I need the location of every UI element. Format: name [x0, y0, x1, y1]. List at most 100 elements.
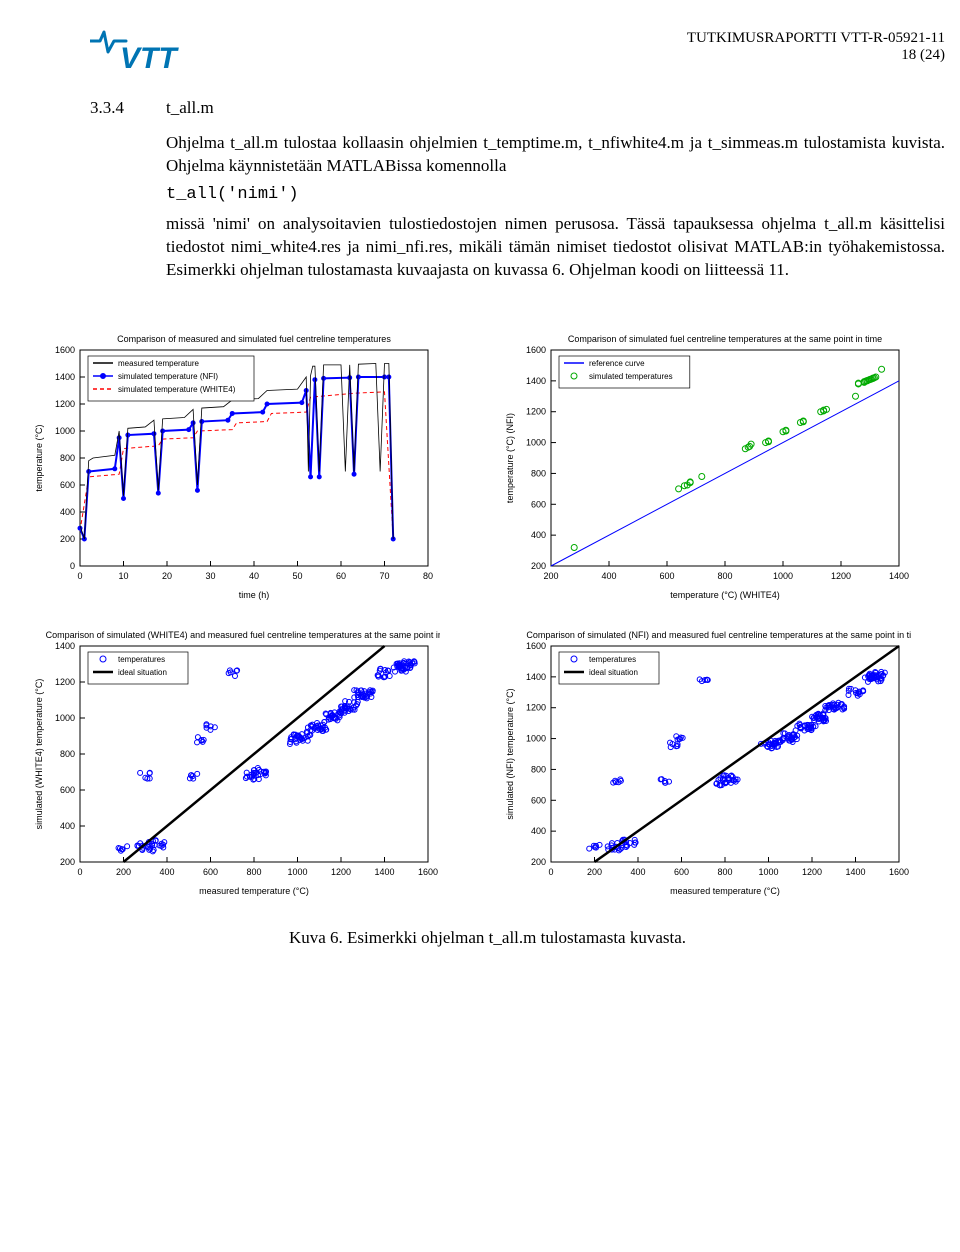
- svg-text:400: 400: [530, 530, 545, 540]
- paragraph-1: Ohjelma t_all.m tulostaa kollaasin ohjel…: [166, 132, 945, 178]
- svg-text:60: 60: [336, 571, 346, 581]
- svg-text:200: 200: [116, 867, 131, 877]
- svg-text:400: 400: [630, 867, 645, 877]
- svg-text:600: 600: [530, 795, 545, 805]
- svg-text:800: 800: [717, 571, 732, 581]
- svg-text:400: 400: [60, 507, 75, 517]
- svg-text:1600: 1600: [525, 641, 545, 651]
- svg-text:1200: 1200: [830, 571, 850, 581]
- svg-text:200: 200: [60, 857, 75, 867]
- svg-text:0: 0: [548, 867, 553, 877]
- svg-text:800: 800: [717, 867, 732, 877]
- section-heading: 3.3.4t_all.m: [90, 98, 945, 118]
- svg-text:600: 600: [60, 480, 75, 490]
- svg-text:1000: 1000: [772, 571, 792, 581]
- svg-text:800: 800: [530, 764, 545, 774]
- svg-text:1400: 1400: [845, 867, 865, 877]
- svg-text:1400: 1400: [525, 375, 545, 385]
- svg-text:200: 200: [530, 857, 545, 867]
- svg-text:Comparison of simulated (NFI): Comparison of simulated (NFI) and measur…: [526, 630, 911, 640]
- svg-text:Comparison of simulated fuel c: Comparison of simulated fuel centreline …: [567, 334, 881, 344]
- chart-2: 200 400 600 800 1000 1200 1400 200 400 600 800 1000…: [501, 332, 946, 602]
- svg-text:1600: 1600: [525, 345, 545, 355]
- svg-text:1000: 1000: [525, 437, 545, 447]
- svg-text:1400: 1400: [55, 372, 75, 382]
- svg-text:1000: 1000: [55, 426, 75, 436]
- svg-text:time (h): time (h): [239, 590, 270, 600]
- svg-text:0: 0: [77, 571, 82, 581]
- svg-text:50: 50: [292, 571, 302, 581]
- svg-text:Comparison of simulated (WHITE: Comparison of simulated (WHITE4) and mea…: [46, 630, 440, 640]
- svg-text:20: 20: [162, 571, 172, 581]
- svg-text:1200: 1200: [525, 702, 545, 712]
- svg-text:1200: 1200: [525, 406, 545, 416]
- svg-text:600: 600: [673, 867, 688, 877]
- code-line: t_all('nimi'): [166, 184, 945, 207]
- svg-text:1000: 1000: [758, 867, 778, 877]
- svg-text:measured temperature (°C): measured temperature (°C): [670, 886, 780, 896]
- svg-text:Comparison of measured and sim: Comparison of measured and simulated fue…: [117, 334, 391, 344]
- svg-text:800: 800: [246, 867, 261, 877]
- svg-text:ideal situation: ideal situation: [118, 668, 167, 677]
- paragraph-2: missä 'nimi' on analysoitavien tulostied…: [166, 213, 945, 282]
- svg-text:simulated (NFI) temperature (°: simulated (NFI) temperature (°C): [505, 688, 515, 819]
- svg-text:400: 400: [601, 571, 616, 581]
- svg-text:1400: 1400: [374, 867, 394, 877]
- svg-text:1600: 1600: [888, 867, 908, 877]
- svg-text:600: 600: [60, 785, 75, 795]
- svg-text:1400: 1400: [888, 571, 908, 581]
- section-title: t_all.m: [166, 98, 214, 117]
- svg-text:reference curve: reference curve: [589, 359, 645, 368]
- section-number: 3.3.4: [90, 98, 166, 118]
- svg-text:1200: 1200: [331, 867, 351, 877]
- svg-text:600: 600: [530, 499, 545, 509]
- svg-text:200: 200: [60, 534, 75, 544]
- svg-text:1600: 1600: [55, 345, 75, 355]
- page-header: VTT TUTKIMUSRAPORTTI VTT-R-05921-11 18 (…: [90, 30, 945, 70]
- svg-text:1200: 1200: [55, 677, 75, 687]
- svg-text:1200: 1200: [801, 867, 821, 877]
- svg-text:70: 70: [379, 571, 389, 581]
- svg-text:temperature (°C) (NFI): temperature (°C) (NFI): [505, 413, 515, 503]
- svg-text:1000: 1000: [55, 713, 75, 723]
- svg-text:1400: 1400: [55, 641, 75, 651]
- svg-text:30: 30: [205, 571, 215, 581]
- chart-4: 0200400600800100012001400160020040060080…: [501, 628, 946, 898]
- chart-1: 0102030405060708002004006008001000120014…: [30, 332, 475, 602]
- svg-text:1000: 1000: [525, 733, 545, 743]
- svg-text:simulated temperature (NFI): simulated temperature (NFI): [118, 372, 218, 381]
- svg-text:80: 80: [423, 571, 433, 581]
- svg-text:800: 800: [530, 468, 545, 478]
- svg-text:VTT: VTT: [120, 42, 179, 74]
- svg-text:0: 0: [70, 561, 75, 571]
- page-number: 18 (24): [687, 47, 945, 64]
- svg-text:200: 200: [586, 867, 601, 877]
- svg-text:1400: 1400: [525, 671, 545, 681]
- svg-text:simulated (WHITE4) temperature: simulated (WHITE4) temperature (°C): [34, 678, 44, 829]
- svg-text:0: 0: [77, 867, 82, 877]
- chart-3: 0200400600800100012001400160020040060080…: [30, 628, 475, 898]
- svg-text:temperature (°C): temperature (°C): [34, 424, 44, 491]
- svg-text:600: 600: [203, 867, 218, 877]
- svg-text:400: 400: [530, 826, 545, 836]
- svg-text:measured temperature (°C): measured temperature (°C): [199, 886, 309, 896]
- svg-text:measured temperature: measured temperature: [118, 359, 199, 368]
- svg-text:temperatures: temperatures: [118, 655, 165, 664]
- svg-text:simulated temperatures: simulated temperatures: [589, 372, 673, 381]
- svg-text:400: 400: [159, 867, 174, 877]
- svg-text:simulated temperature (WHITE4): simulated temperature (WHITE4): [118, 385, 236, 394]
- svg-text:temperature (°C) (WHITE4): temperature (°C) (WHITE4): [670, 590, 780, 600]
- figure-grid: 0102030405060708002004006008001000120014…: [30, 332, 945, 898]
- svg-text:400: 400: [60, 821, 75, 831]
- svg-text:200: 200: [543, 571, 558, 581]
- vtt-logo: VTT: [90, 30, 200, 70]
- svg-text:600: 600: [659, 571, 674, 581]
- svg-text:800: 800: [60, 453, 75, 463]
- svg-text:800: 800: [60, 749, 75, 759]
- figure-caption: Kuva 6. Esimerkki ohjelman t_all.m tulos…: [30, 928, 945, 948]
- svg-text:200: 200: [530, 561, 545, 571]
- svg-text:1200: 1200: [55, 399, 75, 409]
- svg-text:1600: 1600: [418, 867, 438, 877]
- svg-text:1000: 1000: [287, 867, 307, 877]
- report-id: TUTKIMUSRAPORTTI VTT-R-05921-11: [687, 30, 945, 47]
